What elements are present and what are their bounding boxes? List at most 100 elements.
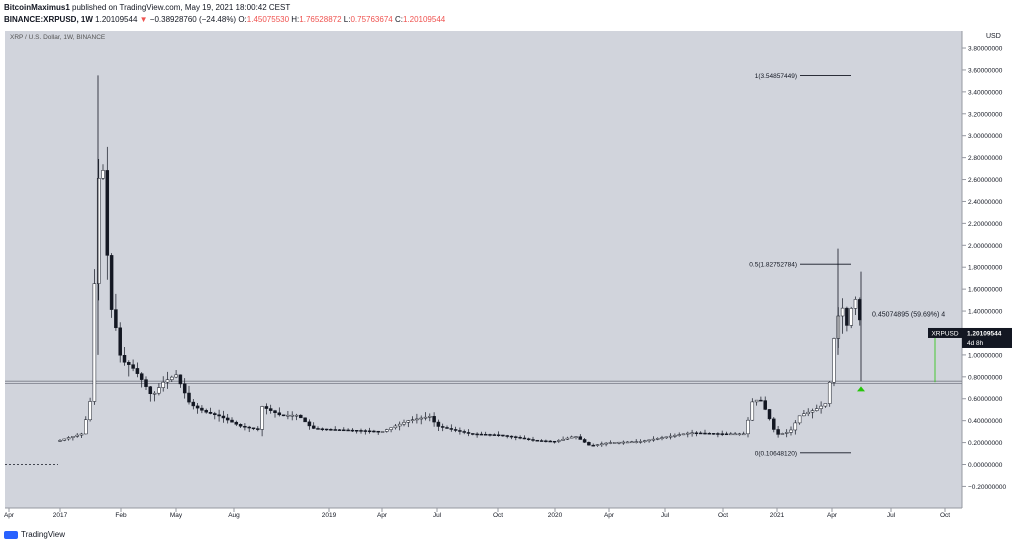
candle-body <box>251 427 256 430</box>
candle-body <box>582 439 587 443</box>
candle-body <box>471 433 475 435</box>
candle-body <box>281 414 286 417</box>
candle-body <box>277 412 282 416</box>
candle-body <box>225 417 230 421</box>
candle-body <box>625 441 630 444</box>
candle-body <box>664 436 669 439</box>
candle-body <box>299 414 303 419</box>
candle-body <box>273 410 277 413</box>
candle-body <box>544 440 548 443</box>
x-tick-label: Apr <box>4 512 15 519</box>
candle-body <box>681 433 686 436</box>
down-arrow-icon: ▼ <box>139 15 148 24</box>
candle-body <box>268 408 273 411</box>
symbol-label[interactable]: BINANCE:XRPUSD, 1W <box>4 15 93 24</box>
candle-body <box>316 428 320 430</box>
candle-body <box>337 429 342 431</box>
candle-body <box>247 426 251 429</box>
candle-body <box>376 430 380 433</box>
candle-body <box>75 434 79 437</box>
candle-body <box>565 437 570 440</box>
x-tick-label: Apr <box>604 512 615 519</box>
x-tick-label: Oct <box>493 512 503 519</box>
candle-body <box>453 429 458 431</box>
author-name[interactable]: BitcoinMaximus1 <box>4 3 70 12</box>
open-value: 1.45075530 <box>246 15 290 24</box>
high-value: 1.76528872 <box>299 15 342 24</box>
fib-level-label: 1(3.54857449) <box>755 73 797 80</box>
candle-body <box>776 429 780 435</box>
candle-body <box>840 307 845 317</box>
candle-body <box>767 409 772 420</box>
candle-body <box>643 440 647 442</box>
candle-body <box>436 421 441 427</box>
y-tick-label: 3.40000000 <box>968 89 1003 96</box>
price-chart[interactable]: USD 3.80000000 3.60000000 3.40000000 3.20000… <box>0 28 1024 524</box>
candle-body <box>256 428 260 430</box>
candle-body <box>174 374 178 378</box>
candle-body <box>496 434 501 437</box>
x-tick-label: 2017 <box>53 512 68 519</box>
candle-body <box>290 414 294 417</box>
x-tick-label: May <box>170 512 183 519</box>
candle-body <box>109 255 114 310</box>
candle-body <box>574 436 578 438</box>
candle-body <box>445 427 449 429</box>
candle-body <box>367 430 372 433</box>
candle-body <box>475 433 479 436</box>
candle-body <box>600 443 604 446</box>
candle-body <box>71 436 75 438</box>
candle-body <box>213 413 217 416</box>
candle-body <box>492 434 497 436</box>
candle-body <box>329 429 333 431</box>
fib-level-label: 0(0.10648120) <box>755 450 797 457</box>
candle-body <box>548 440 552 443</box>
candle-body <box>191 401 196 407</box>
candle-body <box>114 309 118 329</box>
candle-body <box>187 392 191 403</box>
y-tick-label: 2.60000000 <box>968 177 1003 184</box>
measure-label: 0.45074895 (59.69%) 4 <box>872 312 945 319</box>
candle-body <box>238 424 243 427</box>
footer-brand[interactable]: TradingView <box>21 530 66 539</box>
last-price: 1.20109544 <box>95 15 138 24</box>
candle-body <box>234 421 239 425</box>
price-tag-box <box>962 327 1012 348</box>
candle-body <box>849 308 853 326</box>
candle-body <box>217 414 221 417</box>
price-tag-symbol-box <box>928 327 962 338</box>
candle-body <box>819 405 823 409</box>
candle-body <box>668 435 673 438</box>
candle-body <box>458 430 462 432</box>
candle-body <box>638 441 643 443</box>
candle-body <box>634 441 638 443</box>
candle-body <box>651 438 656 441</box>
candle-body <box>402 422 406 425</box>
candle-body <box>763 400 767 410</box>
low-value: 0.75763674 <box>350 15 393 24</box>
candle-body <box>208 411 213 414</box>
x-tick-label: 2019 <box>322 512 337 519</box>
high-label: H: <box>291 15 300 24</box>
y-tick-label: 0.60000000 <box>968 396 1003 403</box>
candle-body <box>746 419 750 435</box>
y-tick-label: −0.20000000 <box>968 484 1007 491</box>
candle-body <box>170 376 174 380</box>
x-tick-label: Aug <box>228 512 240 519</box>
candle-body <box>380 431 385 433</box>
candle-body <box>724 433 729 436</box>
candle-body <box>122 355 127 363</box>
candle-body <box>342 429 346 432</box>
candle-body <box>621 441 626 444</box>
candle-body <box>673 435 677 437</box>
candle-body <box>595 444 600 446</box>
candle-body <box>92 283 97 402</box>
y-tick-label: 3.60000000 <box>968 67 1003 74</box>
candle-body <box>733 433 737 436</box>
price-tag-value: 1.20109544 <box>967 330 1002 337</box>
candle-body <box>105 170 110 256</box>
candle-body <box>165 379 170 383</box>
candle-body <box>101 170 105 179</box>
candle-body <box>354 430 359 432</box>
candle-body <box>561 439 565 441</box>
